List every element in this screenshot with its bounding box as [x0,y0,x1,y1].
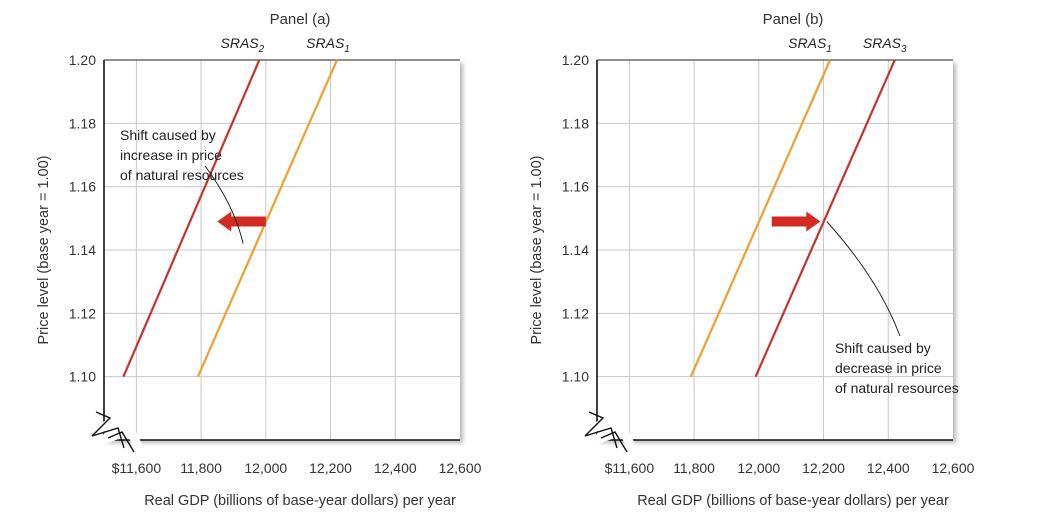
x-tick-label: 11,800 [673,460,715,476]
y-tick-label: 1.10 [562,369,589,385]
axis-break-mask [583,409,638,453]
annotation-leader-line [204,165,244,244]
y-tick-label: 1.14 [562,242,589,258]
shift-arrow-left-icon [217,211,266,232]
shift-arrow-right-icon [771,211,821,232]
axis-break-mask [90,409,145,453]
y-tick-label: 1.18 [69,115,96,131]
annotation-text: of natural resources [835,380,959,396]
series-line-sras3 [754,59,896,378]
axis-break-icon [107,431,135,453]
y-tick-label: 1.20 [562,52,589,68]
x-tick-label: 11,800 [180,460,222,476]
y-tick-label: 1.14 [69,242,96,258]
annotation-leader-line [826,221,901,337]
panel-title: Panel (b) [763,11,824,28]
x-tick-label: 12,400 [867,460,910,476]
x-tick-label: 12,000 [244,460,287,476]
y-tick-label: 1.16 [562,179,589,195]
annotation-text: decrease in price [835,360,942,376]
x-axis-title: Real GDP (billions of base-year dollars)… [144,493,456,509]
series-label: SRAS1 [306,35,350,55]
annotation-text: Shift caused by [835,340,931,356]
y-tick-label: 1.12 [69,305,96,321]
series-line-sras1 [196,59,339,378]
y-tick-label: 1.10 [69,369,96,385]
annotation-text: Shift caused by [120,127,216,143]
y-axis-title: Price level (base year = 1.00) [36,156,52,345]
axis-break-icon [600,431,628,453]
y-tick-label: 1.18 [562,115,589,131]
series-label: SRAS2 [221,35,265,55]
x-tick-label: 12,600 [439,460,482,476]
axis-break-icon [91,411,125,449]
x-tick-label: $11,600 [605,460,655,476]
y-tick-label: 1.12 [562,305,589,321]
x-tick-label: 12,400 [374,460,417,476]
y-axis-title: Price level (base year = 1.00) [529,156,545,345]
x-tick-label: 12,200 [802,460,845,476]
annotation-text: increase in price [120,147,222,163]
series-label: SRAS3 [863,35,907,55]
series-line-sras2 [122,59,261,378]
annotation-text: of natural resources [120,167,244,183]
x-axis-title: Real GDP (billions of base-year dollars)… [637,493,949,509]
y-tick-label: 1.20 [69,52,96,68]
x-tick-label: 12,000 [737,460,780,476]
panel-b: 1.10 1.12 1.14 1.16 1.18 1.20 $11,600 11,800 12,… [529,11,975,509]
y-tick-label: 1.16 [69,179,96,195]
panel-a: 1.10 1.12 1.14 1.16 1.18 1.20 $11,600 11,800 12,… [36,11,482,509]
panel-title: Panel (a) [270,11,331,28]
x-tick-label: 12,200 [309,460,352,476]
x-tick-label: $11,600 [112,460,162,476]
series-line-sras1 [689,59,832,378]
axis-break-icon [584,411,618,449]
x-tick-label: 12,600 [932,460,975,476]
series-label: SRAS1 [788,35,832,55]
